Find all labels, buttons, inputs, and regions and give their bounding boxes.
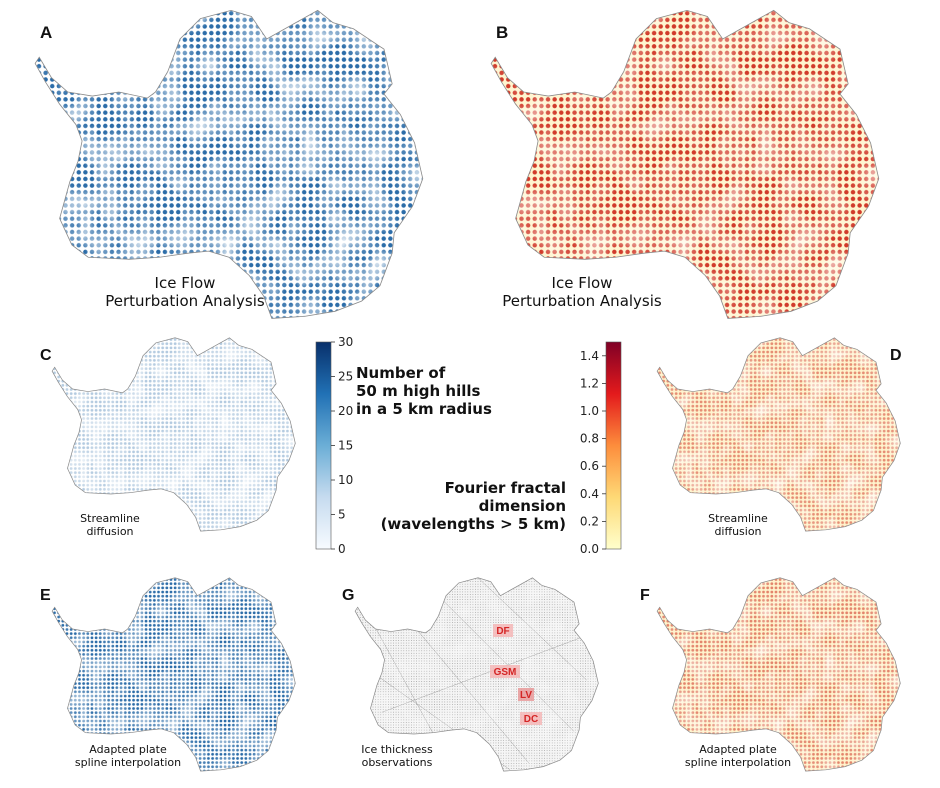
colorbar-hills-ticks: 0 5 10 15 20 25 30	[331, 335, 353, 556]
map-caption-line2: diffusion	[714, 525, 761, 538]
colorbar-hills-label-line3: in a 5 km radius	[356, 400, 492, 418]
panel-f: F Adapted plate spline interpolation	[640, 577, 901, 772]
antarctica-map	[51, 577, 296, 772]
map-caption-line1: Streamline	[708, 512, 768, 525]
site-marker	[518, 688, 534, 701]
colorbar-fractal-label-line2: dimension	[479, 497, 566, 515]
colorbar-tick-label: 0.0	[580, 542, 599, 556]
panel-a: A Ice Flow Perturbation Analysis	[34, 9, 424, 319]
map-caption-line2: Perturbation Analysis	[502, 292, 662, 310]
map-caption-line1: Streamline	[80, 512, 140, 525]
map-caption-line2: spline interpolation	[75, 756, 181, 769]
colorbar-fractal-ticks: 0.0 0.2 0.4 0.6 0.8 1.0 1.2 1.4	[580, 349, 606, 556]
site-markers: DF GSM LV DC	[490, 624, 542, 725]
colorbar-tick-label: 1.2	[580, 376, 599, 390]
site-marker	[493, 624, 513, 637]
map-caption-line1: Adapted plate	[699, 743, 777, 756]
colorbar-hills-label-line1: Number of	[356, 364, 446, 382]
panel-letter: F	[640, 587, 650, 604]
panel-c: C Streamline diffusion	[40, 337, 296, 538]
map-caption-line2: observations	[362, 756, 433, 769]
colorbar-tick-label: 1.4	[580, 349, 599, 363]
panel-g: G DF GSM LV DC Ice thickness observation…	[342, 577, 599, 772]
map-caption-line2: Perturbation Analysis	[105, 292, 265, 310]
site-label: GSM	[494, 667, 517, 678]
colorbar-tick-label: 0.4	[580, 487, 599, 501]
map-caption-line2: diffusion	[86, 525, 133, 538]
colorbar-fractal: 0.0 0.2 0.4 0.6 0.8 1.0 1.2 1.4 Fourier fractal…	[381, 341, 622, 556]
map-caption-line2: spline interpolation	[685, 756, 791, 769]
colorbar-tick-label: 1.0	[580, 404, 599, 418]
colorbar-hills-label-line2: 50 m high hills	[356, 382, 481, 400]
colorbar-tick-label: 5	[338, 508, 346, 522]
map-caption-line1: Ice Flow	[155, 274, 216, 292]
antarctica-map	[34, 9, 424, 319]
colorbar-tick-label: 20	[338, 404, 353, 418]
colorbar-tick-label: 0	[338, 542, 346, 556]
site-marker	[490, 665, 520, 678]
panel-d: D Streamline diffusion	[656, 337, 902, 538]
panel-letter: G	[342, 587, 354, 604]
panel-e: E Adapted plate spline interpolation	[40, 577, 296, 772]
panel-letter: E	[40, 587, 51, 604]
panel-letter: B	[496, 23, 508, 42]
colorbar-hills: 0 5 10 15 20 25 30 Number of 50 m high hills i…	[315, 335, 492, 556]
map-caption-line1: Ice Flow	[552, 274, 613, 292]
site-label: DC	[524, 714, 538, 725]
colorbar-tick-label: 25	[338, 370, 353, 384]
panel-b: B Ice Flow Perturbation Analysis	[490, 9, 880, 319]
colorbar-tick-label: 0.6	[580, 459, 599, 473]
colorbar-tick-label: 0.8	[580, 432, 599, 446]
colorbar-hills-ramp	[315, 341, 332, 550]
colorbar-tick-label: 30	[338, 335, 353, 349]
panel-letter: D	[890, 347, 902, 364]
site-label: LV	[520, 690, 532, 701]
antarctica-map	[656, 337, 901, 532]
panel-letter: A	[40, 23, 52, 42]
colorbar-fractal-label-line3: (wavelengths > 5 km)	[381, 515, 566, 533]
colorbar-tick-label: 10	[338, 473, 353, 487]
antarctica-map	[656, 577, 901, 772]
antarctica-map	[51, 337, 296, 532]
site-label: DF	[496, 626, 509, 637]
site-marker	[520, 712, 542, 725]
colorbar-fractal-label-line1: Fourier fractal	[445, 479, 566, 497]
panel-letter: C	[40, 347, 52, 364]
antarctica-map	[490, 9, 880, 319]
map-caption-line1: Ice thickness	[361, 743, 433, 756]
colorbar-tick-label: 0.2	[580, 514, 599, 528]
colorbar-fractal-ramp	[605, 341, 622, 550]
map-caption-line1: Adapted plate	[89, 743, 167, 756]
colorbar-tick-label: 15	[338, 439, 353, 453]
